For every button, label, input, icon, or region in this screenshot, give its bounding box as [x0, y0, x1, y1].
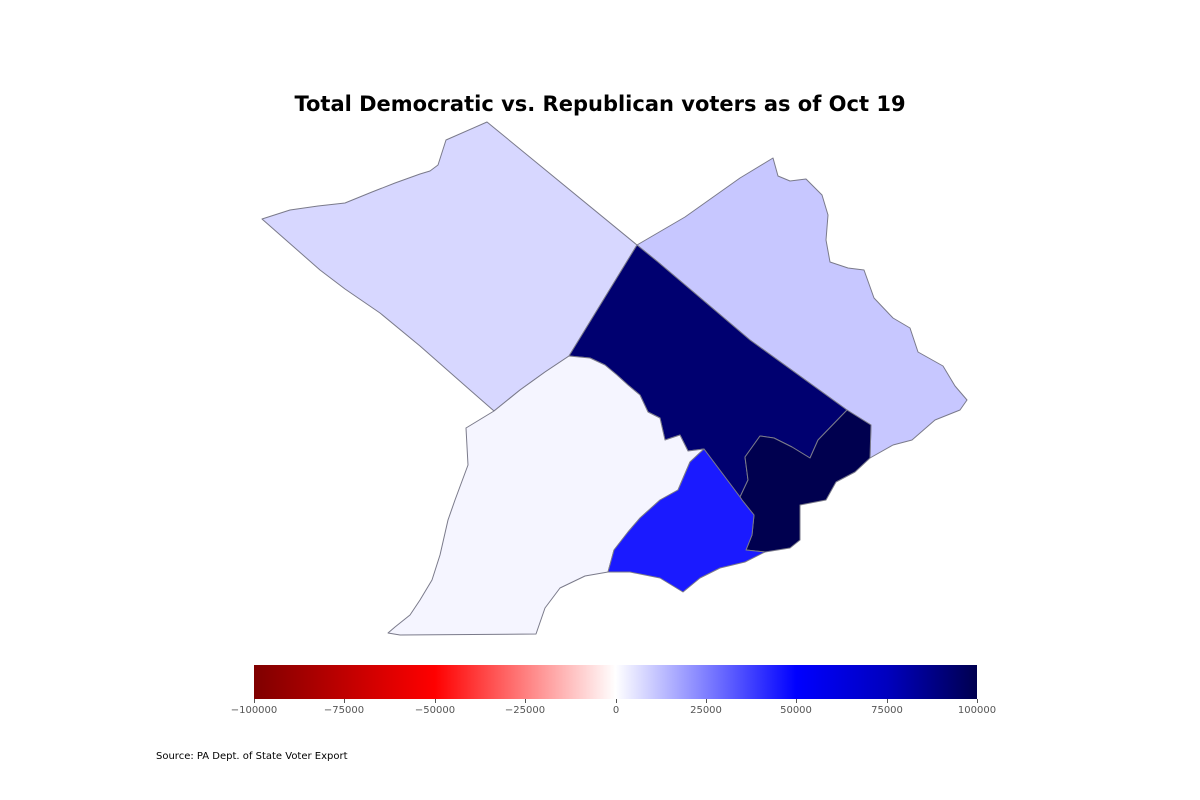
colorbar-tick-label: 100000	[957, 705, 997, 716]
colorbar-tick-label: −100000	[230, 705, 278, 716]
region-south	[607, 448, 766, 593]
colorbar-tick-mark	[435, 699, 436, 703]
colorbar-tick-label: 75000	[871, 705, 903, 716]
colorbar-tick-label: −50000	[414, 705, 456, 716]
colorbar-tick-mark	[706, 699, 707, 703]
colorbar-tick-mark	[254, 699, 255, 703]
map-title: Total Democratic vs. Republican voters a…	[294, 92, 906, 116]
colorbar-tick-label: 50000	[780, 705, 812, 716]
colorbar-tick-mark	[616, 699, 617, 703]
colorbar-tick-label: −25000	[504, 705, 546, 716]
source-note: Source: PA Dept. of State Voter Export	[156, 751, 348, 762]
colorbar-tick-label: −75000	[323, 705, 365, 716]
colorbar-tick-mark	[977, 699, 978, 703]
colorbar-tick-mark	[344, 699, 345, 703]
colorbar-tick-mark	[887, 699, 888, 703]
colorbar-tick-label: 0	[612, 705, 620, 716]
colorbar-tick-mark	[525, 699, 526, 703]
colorbar	[254, 665, 977, 699]
colorbar-tick-label: 25000	[690, 705, 722, 716]
colorbar-gradient	[254, 665, 977, 699]
colorbar-tick-mark	[796, 699, 797, 703]
